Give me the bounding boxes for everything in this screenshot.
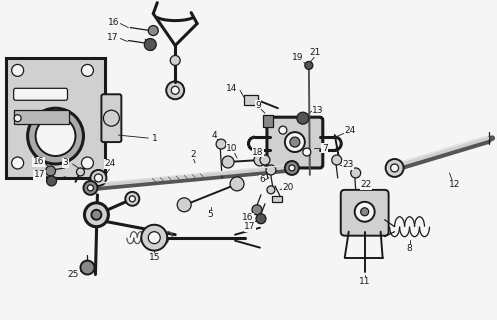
Text: 17: 17 [34,171,45,180]
Text: 20: 20 [282,183,294,192]
Circle shape [361,208,369,216]
Text: 1: 1 [153,133,158,143]
Text: 23: 23 [342,160,353,170]
Circle shape [351,168,361,178]
Circle shape [141,225,167,251]
Text: 16: 16 [33,157,44,166]
Circle shape [91,210,101,220]
Circle shape [11,157,24,169]
Text: 1: 1 [153,133,158,143]
Text: 5: 5 [207,210,213,219]
Circle shape [285,132,305,152]
Circle shape [129,196,135,202]
Circle shape [36,116,76,156]
Text: 17: 17 [244,222,256,231]
Text: 13: 13 [312,106,324,115]
Circle shape [254,154,266,166]
Circle shape [252,205,262,215]
Circle shape [386,159,404,177]
Text: 11: 11 [359,277,370,286]
Circle shape [82,157,93,169]
Circle shape [355,202,375,222]
Circle shape [11,64,24,76]
FancyBboxPatch shape [267,117,323,168]
Bar [263,115,273,127]
Circle shape [289,165,295,171]
Circle shape [290,137,300,147]
Circle shape [77,168,84,176]
Circle shape [28,108,83,164]
Text: 18: 18 [252,148,264,156]
Circle shape [279,126,287,134]
Text: 3: 3 [63,158,69,167]
Circle shape [125,192,139,206]
Circle shape [84,203,108,227]
Text: 2: 2 [190,149,196,158]
Circle shape [177,198,191,212]
Text: 16: 16 [108,18,119,27]
Text: 24: 24 [344,126,355,135]
Circle shape [81,260,94,275]
Circle shape [94,174,102,182]
Circle shape [103,110,119,126]
Circle shape [222,156,234,168]
Circle shape [144,38,156,51]
Circle shape [260,155,270,165]
Text: 9: 9 [255,101,261,110]
Circle shape [305,61,313,69]
Text: 14: 14 [226,84,238,93]
FancyBboxPatch shape [101,94,121,142]
Circle shape [285,161,299,175]
Circle shape [83,181,97,195]
Circle shape [230,177,244,191]
Circle shape [267,186,275,194]
Circle shape [391,164,399,172]
Text: 7: 7 [322,144,328,153]
Text: 17: 17 [107,33,118,42]
Text: 6: 6 [259,175,265,184]
Text: 8: 8 [407,244,413,253]
Circle shape [87,185,93,191]
Circle shape [266,165,276,175]
Circle shape [90,170,106,186]
Text: 15: 15 [149,253,160,262]
Text: 21: 21 [309,48,321,57]
Text: 12: 12 [449,180,460,189]
Circle shape [82,64,93,76]
Circle shape [47,176,57,186]
FancyBboxPatch shape [5,59,105,178]
Text: 19: 19 [292,53,304,62]
FancyBboxPatch shape [341,190,389,236]
Circle shape [297,112,309,124]
Text: 22: 22 [360,180,371,189]
Text: 10: 10 [226,144,238,153]
Text: 24: 24 [105,159,116,169]
Circle shape [148,26,158,36]
Circle shape [216,139,226,149]
Circle shape [256,214,266,224]
Circle shape [170,55,180,65]
Circle shape [166,81,184,99]
FancyBboxPatch shape [13,88,68,100]
Bar [244,95,258,105]
Circle shape [303,148,311,156]
Text: 25: 25 [68,270,79,279]
Circle shape [14,115,21,122]
Circle shape [171,86,179,94]
Bar [272,196,282,202]
Circle shape [332,155,342,165]
Text: 16: 16 [242,213,254,222]
Text: 4: 4 [211,131,217,140]
Circle shape [148,232,160,244]
Circle shape [46,166,56,176]
Bar [13,110,69,124]
